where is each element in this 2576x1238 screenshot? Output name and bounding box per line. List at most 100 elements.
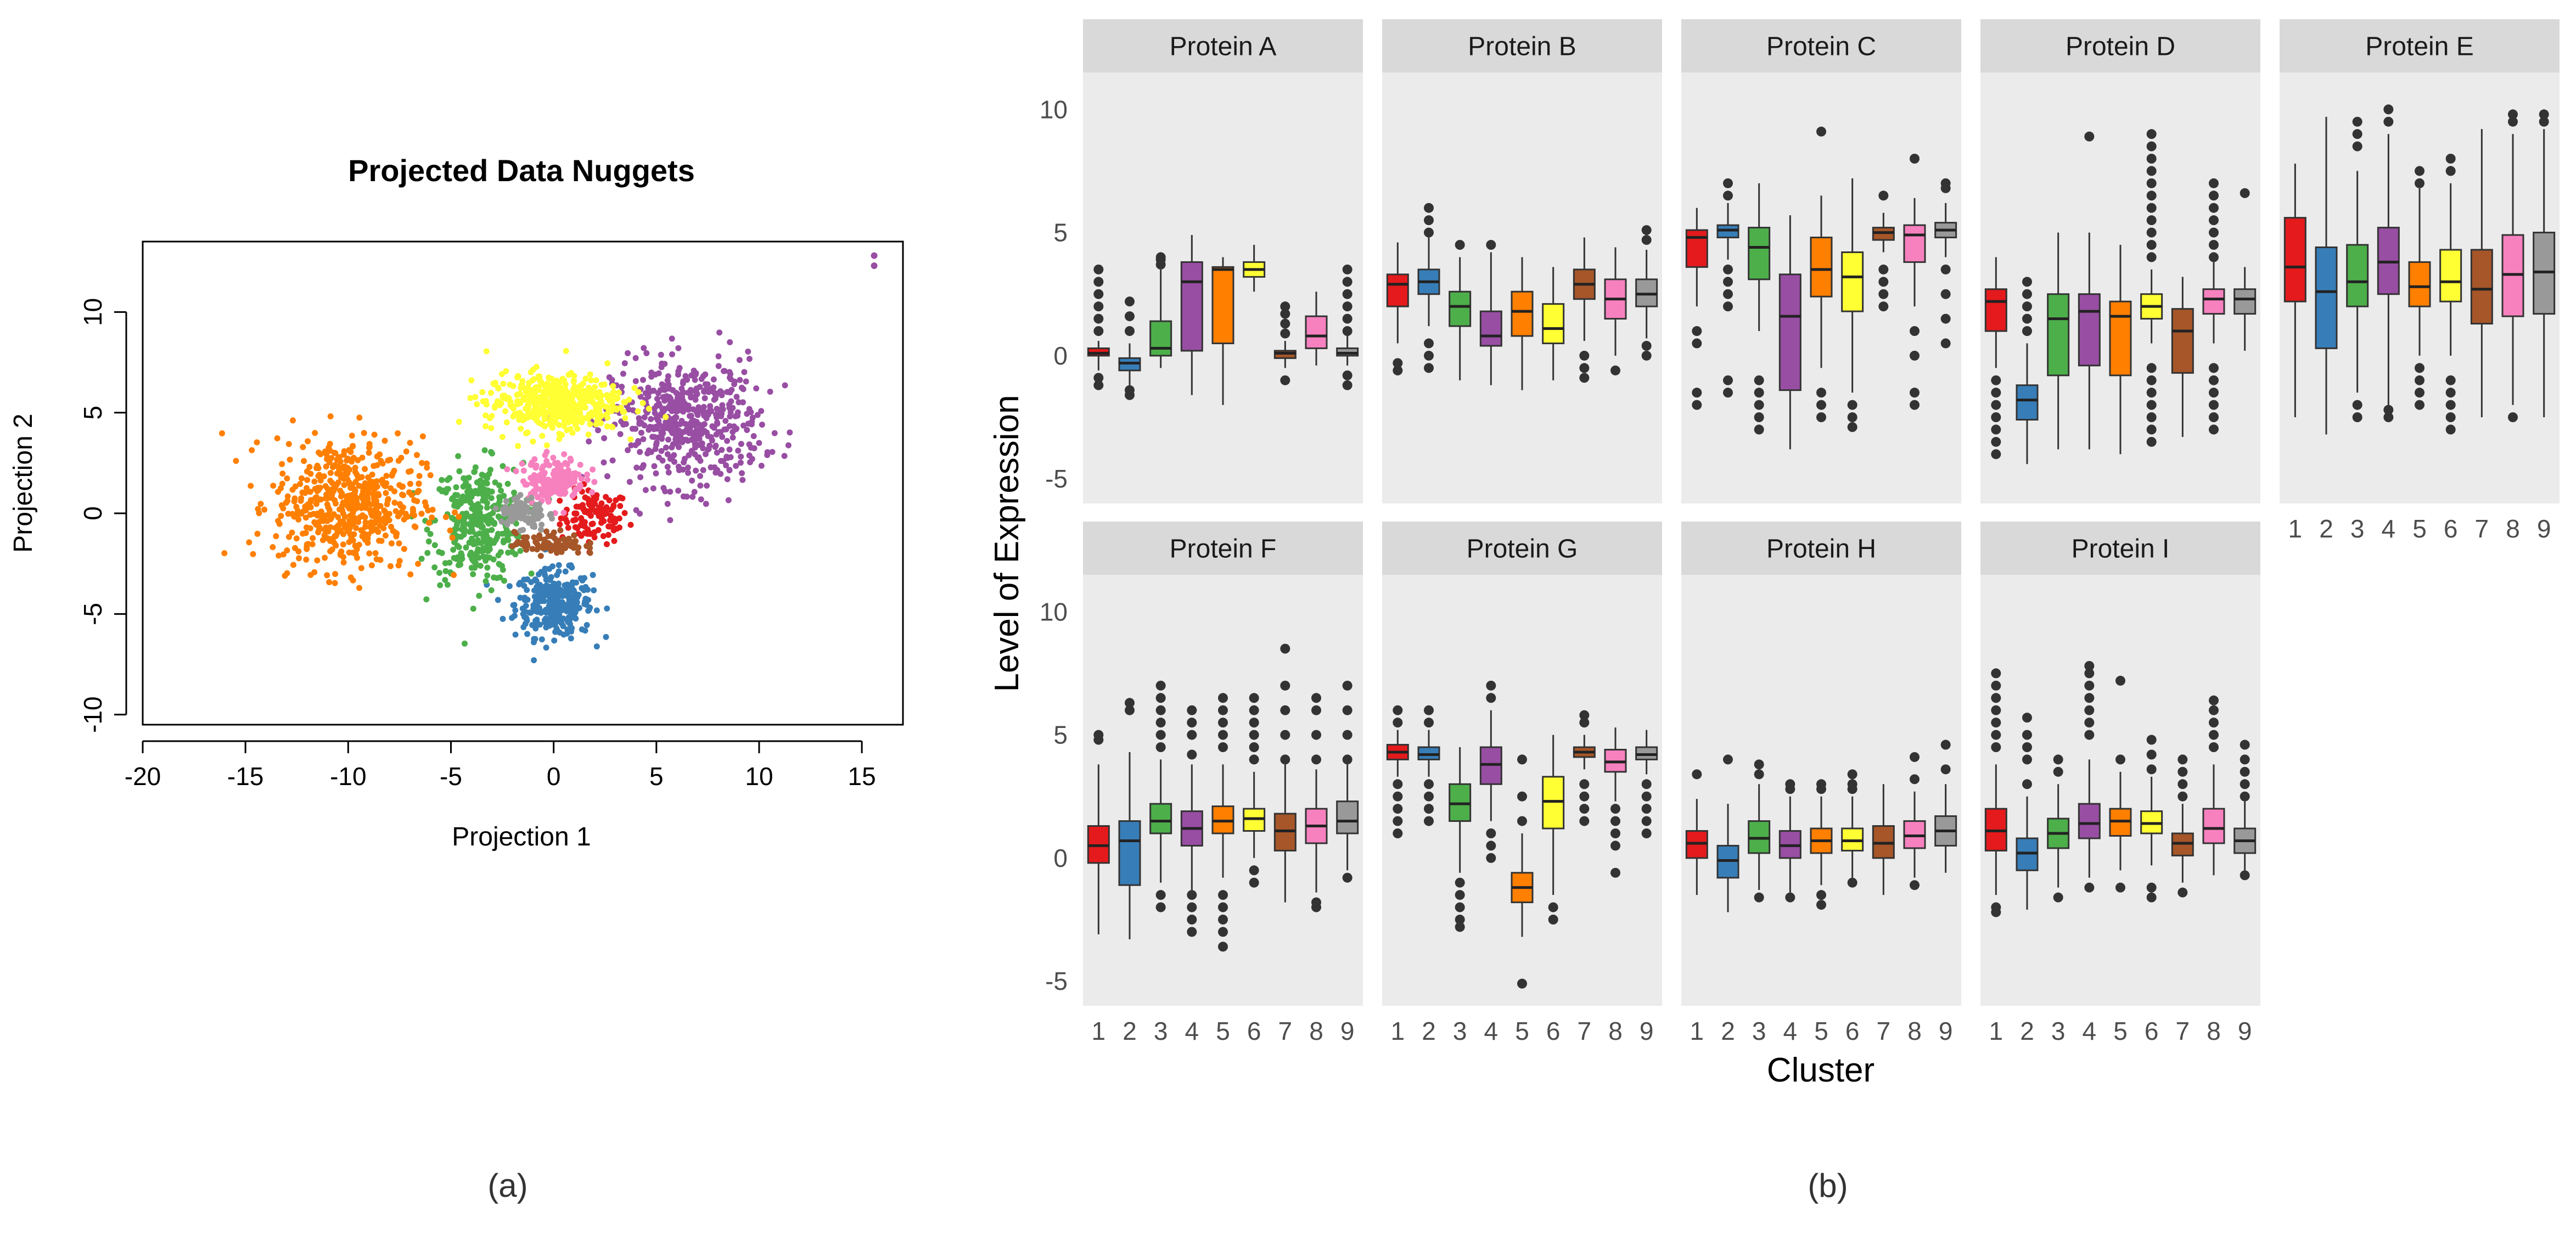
box-x-tick-label: 6 — [2145, 1017, 2159, 1045]
box-outlier — [1424, 227, 1434, 238]
scatter-point-cluster-4 — [675, 345, 682, 351]
box-outlier — [2209, 227, 2219, 238]
scatter-point-cluster-4 — [734, 409, 741, 416]
scatter-point-cluster-7 — [557, 527, 564, 534]
scatter-point-cluster-7 — [537, 535, 543, 542]
scatter-point-cluster-5 — [340, 451, 347, 458]
scatter-point-cluster-6 — [527, 411, 534, 417]
scatter-point-cluster-9 — [538, 522, 545, 528]
scatter-point-cluster-4 — [621, 360, 628, 367]
box-outlier — [2539, 116, 2549, 127]
scatter-point-cluster-4 — [673, 414, 680, 421]
box-outlier — [1342, 380, 1352, 390]
scatter-point-cluster-4 — [746, 356, 753, 362]
scatter-point-cluster-6 — [639, 400, 646, 406]
scatter-point-cluster-4 — [697, 483, 704, 489]
scatter-point-cluster-5 — [304, 477, 311, 483]
scatter-point-cluster-4 — [660, 485, 667, 491]
box-outlier — [2209, 388, 2219, 398]
box-outlier — [1342, 754, 1352, 765]
scatter-point-cluster-4 — [781, 453, 788, 459]
scatter-point-cluster-5 — [399, 484, 405, 490]
scatter-point-cluster-1 — [617, 503, 624, 509]
box-outlier — [1424, 791, 1434, 802]
box-cluster-8 — [2202, 178, 2225, 435]
box-outlier — [1910, 400, 1920, 410]
scatter-point-cluster-2 — [555, 562, 562, 568]
scatter-point-cluster-6 — [468, 377, 475, 384]
box-cluster-1 — [1685, 769, 1708, 895]
scatter-point-cluster-8 — [543, 461, 549, 468]
box-cluster-5 — [2408, 166, 2431, 410]
scatter-point-cluster-8 — [531, 456, 538, 462]
scatter-point-cluster-9 — [498, 518, 505, 525]
scatter-point-cluster-8 — [567, 456, 574, 462]
box-outlier — [1280, 318, 1290, 329]
scatter-point-cluster-5 — [371, 432, 378, 438]
scatter-point-cluster-9 — [511, 496, 518, 502]
box-outlier — [1155, 718, 1166, 728]
box-cluster-7 — [1573, 237, 1596, 383]
scatter-point-cluster-1 — [590, 502, 596, 508]
scatter-point-cluster-3 — [501, 578, 507, 584]
scatter-point-cluster-5 — [221, 550, 228, 557]
box-iqr — [2408, 261, 2431, 307]
box-outlier — [1692, 769, 1702, 780]
box-outlier — [2209, 191, 2219, 201]
scatter-point-cluster-1 — [593, 495, 599, 502]
scatter-point-cluster-7 — [523, 546, 530, 553]
scatter-point-cluster-2 — [536, 596, 543, 603]
scatter-point-cluster-5 — [383, 490, 389, 496]
box-outlier — [2508, 412, 2518, 422]
box-outlier — [1754, 412, 1764, 422]
scatter-point-cluster-5 — [366, 444, 373, 450]
scatter-point-cluster-2 — [506, 583, 513, 590]
box-outlier — [2146, 735, 2157, 745]
scatter-point-cluster-1 — [614, 525, 620, 532]
box-outlier — [1847, 400, 1857, 410]
scatter-point-cluster-4 — [620, 371, 626, 377]
scatter-point-cluster-2 — [524, 576, 531, 582]
scatter-point-cluster-4 — [713, 431, 720, 438]
scatter-point-cluster-5 — [278, 513, 284, 519]
scatter-point-cluster-4 — [687, 413, 693, 419]
box-outlier — [1910, 154, 1920, 164]
box-outlier — [1393, 828, 1403, 838]
scatter-point-cluster-4 — [641, 414, 648, 421]
box-outlier — [2415, 400, 2425, 410]
scatter-point-cluster-4 — [750, 433, 757, 439]
scatter-point-cluster-3 — [528, 570, 535, 577]
scatter-point-cluster-5 — [340, 559, 347, 565]
scatter-point-cluster-6 — [604, 414, 611, 421]
scatter-point-cluster-4 — [650, 485, 656, 492]
box-outlier — [2383, 412, 2394, 422]
scatter-point-cluster-4 — [749, 414, 756, 421]
scatter-point-cluster-6 — [563, 398, 570, 405]
scatter-point-cluster-6 — [609, 423, 615, 430]
box-outlier — [1723, 264, 1733, 275]
box-x-tick-label: 5 — [1216, 1017, 1230, 1045]
box-outlier — [1610, 365, 1620, 376]
scatter-point-cluster-6 — [500, 393, 506, 399]
scatter-point-cluster-6 — [555, 408, 562, 415]
scatter-point-cluster-3 — [463, 510, 470, 517]
scatter-point-cluster-4 — [729, 429, 736, 435]
scatter-point-cluster-5 — [324, 455, 331, 462]
scatter-point-cluster-5 — [380, 516, 387, 522]
box-outlier — [2209, 363, 2219, 373]
box-outlier — [1641, 340, 1652, 351]
scatter-point-cluster-6 — [555, 422, 562, 428]
box-iqr — [1984, 288, 2007, 332]
box-outlier — [1641, 791, 1652, 802]
box-outlier — [1816, 388, 1826, 398]
scatter-point-cluster-6 — [542, 383, 548, 389]
scatter-point-cluster-6 — [569, 429, 576, 436]
scatter-point-cluster-5 — [298, 495, 305, 501]
scatter-point-cluster-8 — [575, 486, 582, 492]
scatter-point-cluster-6 — [621, 399, 627, 405]
scatter-point-cluster-5 — [347, 523, 353, 529]
scatter-point-cluster-2 — [552, 613, 558, 620]
box-outlier — [2445, 400, 2456, 410]
scatter-point-cluster-8 — [565, 467, 571, 473]
scatter-point-cluster-8 — [571, 475, 578, 481]
